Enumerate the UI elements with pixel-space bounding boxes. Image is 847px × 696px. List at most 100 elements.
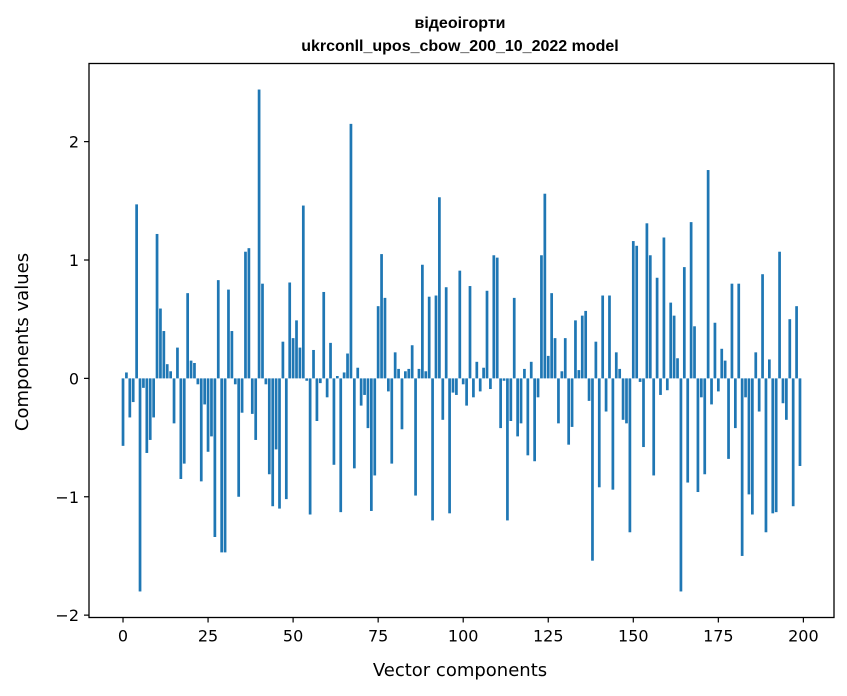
bar bbox=[468, 286, 472, 379]
bar bbox=[791, 378, 795, 507]
bar bbox=[274, 378, 278, 450]
bar bbox=[417, 368, 421, 379]
bar bbox=[308, 378, 312, 515]
bar bbox=[359, 378, 363, 406]
bar bbox=[577, 370, 581, 379]
bar bbox=[169, 371, 172, 379]
bar bbox=[621, 378, 625, 420]
bar bbox=[686, 378, 690, 483]
bar bbox=[461, 378, 465, 385]
bar bbox=[580, 315, 584, 379]
bar bbox=[781, 378, 785, 404]
bar bbox=[186, 293, 190, 379]
bar bbox=[662, 237, 666, 379]
bar bbox=[659, 378, 662, 395]
bar bbox=[376, 306, 380, 379]
bar bbox=[438, 197, 441, 379]
bar bbox=[349, 123, 353, 379]
bar bbox=[665, 378, 669, 391]
bar bbox=[288, 282, 292, 379]
bar bbox=[550, 293, 554, 379]
x-tick-label: 50 bbox=[283, 627, 303, 646]
bar bbox=[281, 341, 285, 379]
bar bbox=[189, 360, 193, 379]
bar bbox=[744, 378, 747, 398]
bar bbox=[594, 341, 598, 379]
bar bbox=[240, 378, 244, 413]
bar bbox=[162, 331, 166, 379]
bar bbox=[380, 254, 383, 379]
x-tick-label: 175 bbox=[703, 627, 734, 646]
bar bbox=[764, 378, 768, 533]
chart-title: відеоігорти bbox=[414, 15, 505, 32]
bar bbox=[264, 378, 268, 385]
plot-frame bbox=[88, 62, 835, 619]
bar bbox=[723, 360, 727, 379]
bar bbox=[291, 338, 295, 379]
bar bbox=[356, 367, 360, 379]
bar bbox=[261, 283, 264, 379]
bar bbox=[431, 378, 434, 521]
bar bbox=[397, 368, 400, 379]
bar bbox=[785, 378, 788, 420]
bar bbox=[455, 378, 458, 395]
bar bbox=[574, 320, 577, 379]
bar bbox=[366, 378, 370, 429]
x-axis-label: Vector components bbox=[373, 660, 547, 681]
bar bbox=[257, 89, 261, 379]
bar bbox=[387, 378, 390, 392]
bar bbox=[278, 378, 281, 509]
bar bbox=[318, 378, 322, 384]
bar bbox=[669, 302, 673, 379]
bar bbox=[570, 378, 574, 427]
bar bbox=[414, 378, 417, 496]
bar bbox=[778, 251, 781, 379]
bar bbox=[223, 378, 227, 553]
bar bbox=[720, 348, 724, 379]
bar bbox=[176, 347, 179, 379]
bar bbox=[733, 378, 737, 429]
bar bbox=[458, 270, 462, 379]
bar bbox=[250, 378, 254, 414]
bar bbox=[427, 296, 431, 379]
bar bbox=[693, 326, 696, 379]
bar bbox=[516, 378, 519, 437]
bar bbox=[230, 331, 234, 379]
bar bbox=[478, 378, 482, 392]
bar bbox=[441, 378, 445, 420]
bar bbox=[482, 367, 485, 379]
bar bbox=[716, 378, 720, 392]
bar bbox=[495, 257, 499, 379]
bar bbox=[220, 378, 224, 553]
bar bbox=[325, 378, 329, 398]
bar bbox=[631, 241, 635, 379]
x-tick-label: 125 bbox=[533, 627, 564, 646]
bar bbox=[237, 378, 241, 497]
bar bbox=[540, 255, 543, 379]
bar bbox=[727, 378, 730, 459]
bar bbox=[244, 251, 247, 379]
bar bbox=[737, 283, 741, 379]
bar bbox=[472, 378, 475, 398]
bar bbox=[795, 306, 798, 379]
y-axis-label: Components values bbox=[12, 253, 33, 431]
bar bbox=[597, 378, 601, 488]
bar bbox=[618, 368, 622, 379]
bar bbox=[312, 349, 315, 379]
bar bbox=[682, 267, 686, 379]
bar bbox=[529, 361, 533, 379]
bar bbox=[512, 297, 516, 379]
y-tick-label: −1 bbox=[55, 488, 79, 507]
bar bbox=[655, 277, 659, 379]
bar bbox=[648, 255, 652, 379]
bar bbox=[485, 290, 489, 379]
bar bbox=[193, 362, 196, 379]
bar bbox=[591, 378, 594, 561]
bar bbox=[125, 372, 128, 379]
x-tick-label: 100 bbox=[448, 627, 479, 646]
bar bbox=[614, 352, 618, 379]
bar bbox=[138, 378, 142, 592]
bar bbox=[465, 378, 468, 406]
bar bbox=[145, 378, 149, 453]
bar bbox=[499, 378, 502, 429]
